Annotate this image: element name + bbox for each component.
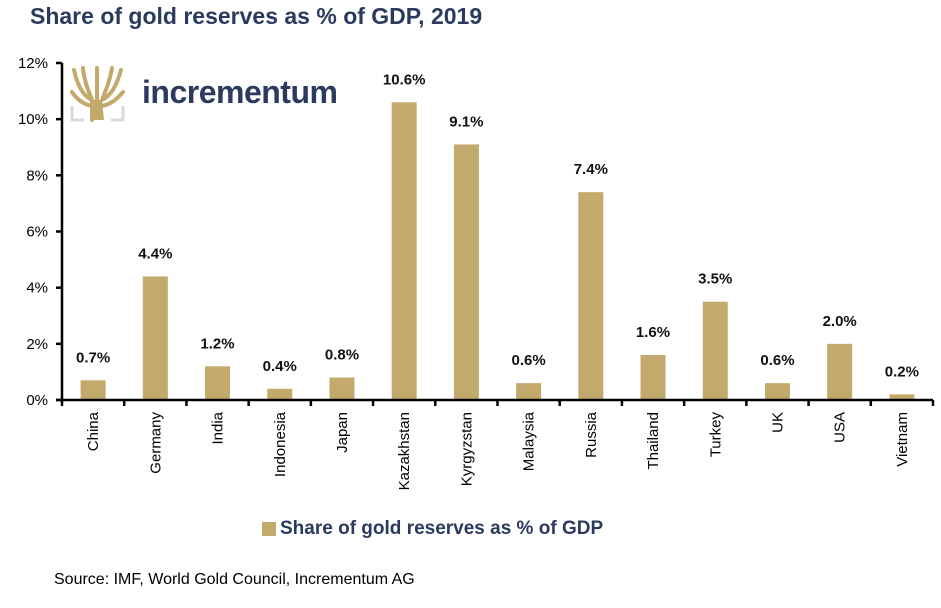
data-label: 0.7%: [76, 349, 110, 366]
x-tick-label: Indonesia: [272, 411, 289, 477]
data-label: 0.6%: [512, 352, 546, 369]
data-label: 2.0%: [823, 313, 857, 330]
x-tick-label: India: [210, 411, 227, 444]
y-tick-label: 4%: [26, 280, 48, 297]
bar-uk: [764, 383, 790, 400]
x-tick-label: UK: [769, 412, 786, 433]
x-axis: China Germany India Indonesia Japan Kazakhsta…: [56, 398, 935, 490]
x-tick-label: Vietnam: [894, 412, 911, 467]
chart-title: Share of gold reserves as % of GDP, 2019: [30, 3, 483, 29]
legend-swatch: [262, 522, 276, 536]
x-tick-label: Kyrgyzstan: [458, 412, 475, 486]
logo-text: incrementum: [142, 74, 338, 110]
y-tick-label: 6%: [26, 224, 48, 241]
data-label: 3.5%: [698, 271, 732, 288]
x-tick-label: Kazakhstan: [396, 412, 413, 490]
bar-japan: [329, 377, 355, 400]
legend: Share of gold reserves as % of GDP: [262, 518, 603, 540]
y-axis: 0% 2% 4% 6% 8% 10% 12%: [18, 55, 64, 409]
data-label: 0.2%: [885, 363, 919, 380]
bar-indonesia: [267, 388, 293, 400]
bars: [80, 102, 915, 401]
x-tick-label: China: [85, 411, 102, 451]
y-tick-label: 8%: [26, 167, 48, 184]
y-tick-label: 2%: [26, 336, 48, 353]
bar-vietnam: [889, 394, 915, 400]
bar-russia: [578, 192, 604, 400]
data-label: 7.4%: [574, 161, 608, 178]
y-tick-label: 0%: [26, 392, 48, 409]
x-tick-label: Germany: [147, 412, 164, 474]
x-tick-label: Malaysia: [521, 411, 538, 471]
data-label: 1.2%: [200, 335, 234, 352]
data-label: 0.6%: [760, 352, 794, 369]
bar-china: [80, 380, 106, 400]
x-tick-label: Japan: [334, 412, 351, 453]
data-labels: 0.7% 4.4% 1.2% 0.4% 0.8% 10.6% 9.1% 0.6% 7.4% 1.6…: [76, 71, 919, 380]
x-tick-label: Russia: [583, 411, 600, 458]
bar-kyrgyzstan: [453, 144, 479, 400]
bar-thailand: [640, 355, 666, 400]
bar-germany: [142, 276, 168, 400]
data-label: 0.8%: [325, 347, 359, 364]
data-label: 0.4%: [263, 358, 297, 375]
bar-chart: 0% 2% 4% 6% 8% 10% 12% 0.7% 4.4% 1.2% 0.4% 0.8% 10.…: [18, 55, 935, 490]
x-tick-label: Turkey: [707, 412, 724, 458]
data-label: 10.6%: [383, 71, 426, 88]
source-note: Source: IMF, World Gold Council, Increme…: [54, 571, 415, 588]
x-tick-label: Thailand: [645, 412, 662, 470]
data-label: 1.6%: [636, 324, 670, 341]
y-tick-label: 10%: [18, 111, 48, 128]
bar-kazakhstan: [391, 102, 417, 401]
tree-logo-icon: [70, 66, 125, 122]
x-tick-label: USA: [832, 412, 849, 443]
bar-usa: [827, 343, 853, 400]
bar-turkey: [702, 301, 728, 400]
bar-india: [205, 366, 231, 400]
bar-malaysia: [516, 383, 542, 400]
data-label: 4.4%: [138, 245, 172, 262]
y-tick-label: 12%: [18, 55, 48, 72]
legend-label: Share of gold reserves as % of GDP: [280, 518, 604, 539]
data-label: 9.1%: [449, 113, 483, 130]
